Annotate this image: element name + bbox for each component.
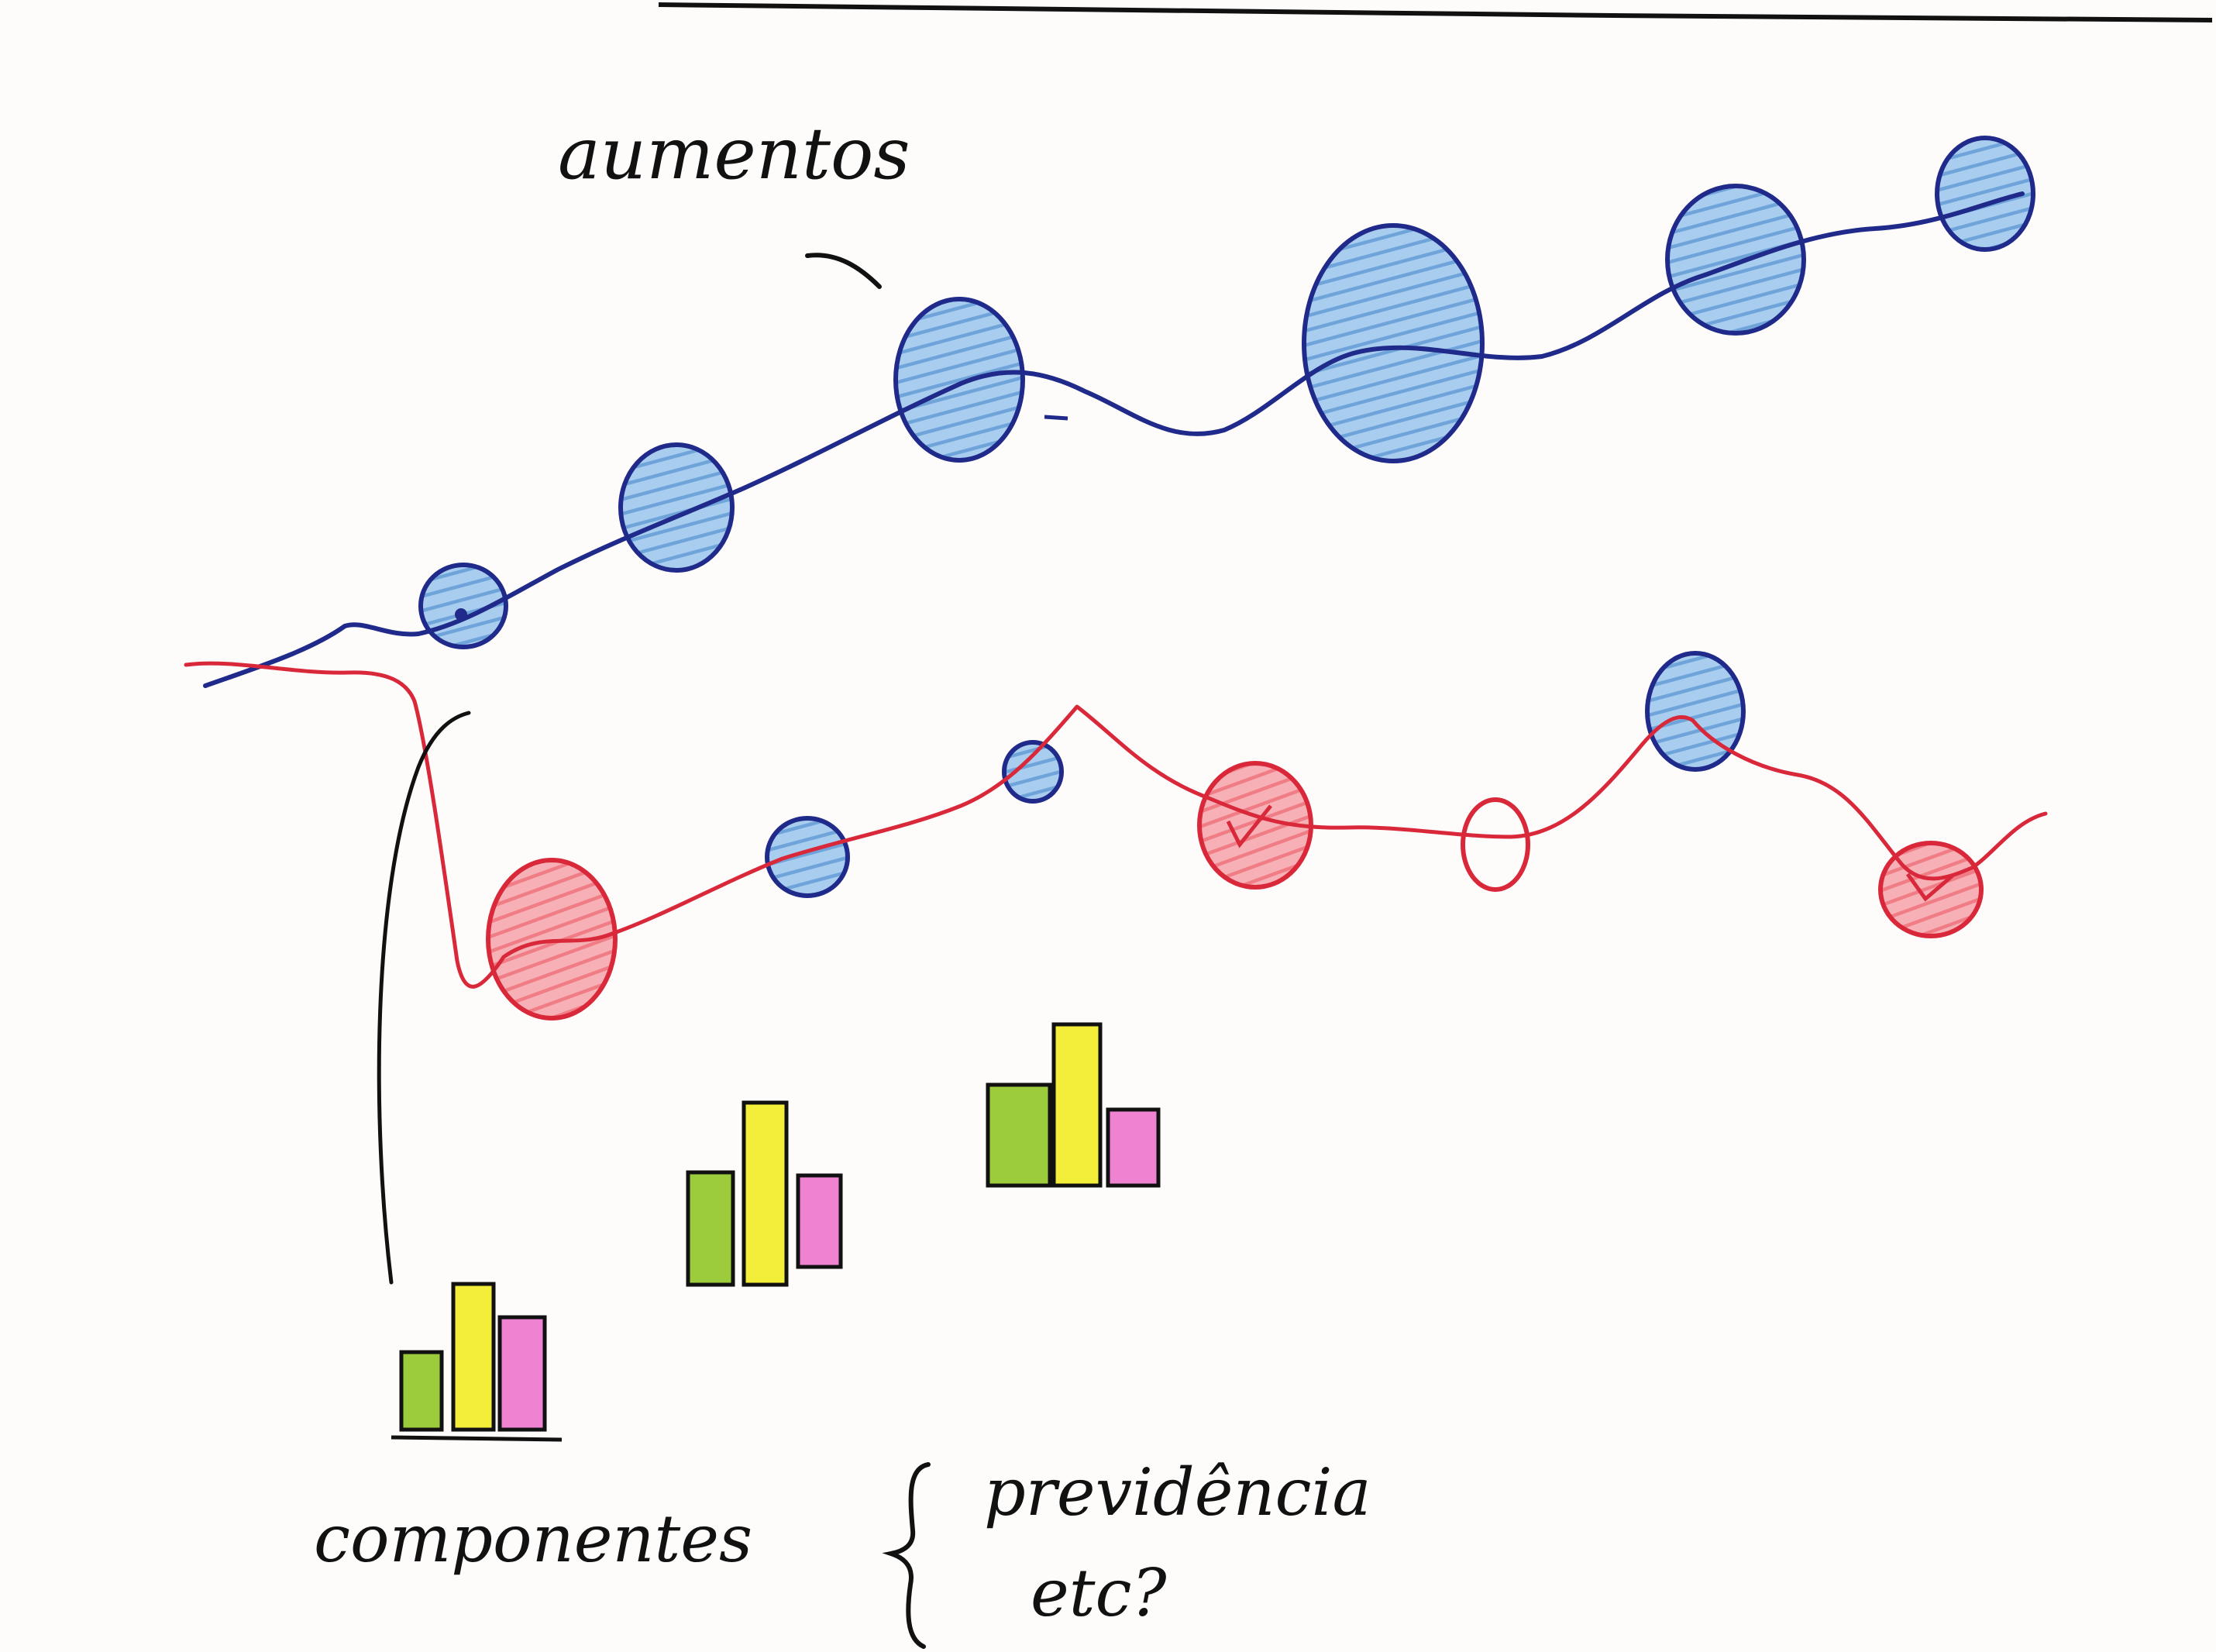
bar-green-1	[399, 1350, 444, 1432]
bar-pink-3	[1106, 1107, 1161, 1188]
bar-yellow-1	[451, 1282, 496, 1432]
top-annotation: aumentos	[558, 112, 910, 289]
blue-bubble-on-red-2	[1002, 740, 1064, 804]
blue-series	[203, 136, 2035, 688]
red-checkmark-2	[1905, 872, 1954, 902]
bar-green-2	[686, 1170, 735, 1287]
top-annotation-label: aumentos	[558, 112, 910, 195]
bar-group-3	[986, 1022, 1161, 1188]
bottom-labels: componentes previdência etc?	[314, 1454, 1371, 1649]
bar-yellow-2	[742, 1100, 789, 1287]
top-border-line	[658, 2, 2213, 22]
components-label: componentes	[314, 1501, 752, 1577]
red-checkmark-1	[1226, 804, 1272, 848]
bar-group-2	[686, 1100, 843, 1287]
blue-bubble-6	[1935, 136, 2035, 252]
bar-yellow-3	[1051, 1022, 1103, 1188]
blue-bubble-on-red-3	[1645, 651, 1746, 772]
blue-bubble-on-red-1	[765, 816, 850, 898]
blue-bubble-2	[618, 442, 735, 573]
blue-bubble-4	[1302, 223, 1485, 463]
blue-line-dot	[455, 608, 467, 621]
etc-label: etc?	[1031, 1555, 1168, 1631]
red-bubble-3	[1461, 797, 1530, 892]
bar-pink-1	[497, 1315, 547, 1432]
blue-line-tick	[1044, 415, 1068, 421]
bar-green-3	[986, 1082, 1052, 1188]
bar-group-1	[391, 1282, 563, 1442]
previdencia-label: previdência	[984, 1454, 1371, 1530]
red-series	[184, 651, 2048, 1020]
bar-pink-2	[796, 1173, 843, 1269]
red-bubble-1	[486, 858, 618, 1020]
red-line	[184, 661, 2048, 989]
blue-line	[203, 191, 2025, 688]
components-pointer-line	[377, 711, 471, 1285]
curly-brace-icon	[882, 1462, 931, 1649]
bar-group-1-baseline	[391, 1435, 563, 1442]
blue-bubble-5	[1665, 184, 1806, 336]
blue-bubbles	[418, 136, 2035, 649]
blue-bubble-3	[893, 297, 1025, 463]
top-annotation-pointer	[805, 253, 882, 289]
